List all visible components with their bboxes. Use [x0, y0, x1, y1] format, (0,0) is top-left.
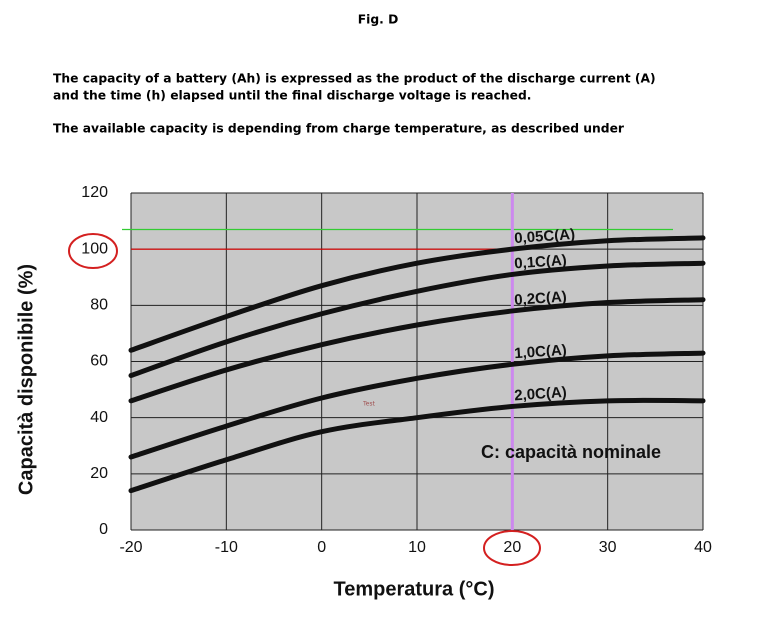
annotation: Test: [362, 401, 375, 408]
highlight-circle: [68, 233, 118, 269]
intro-line: The available capacity is depending from…: [53, 122, 625, 136]
figure-title: Fig. D: [358, 13, 399, 27]
y-tick-label: 80: [90, 297, 108, 314]
x-tick-label: 40: [694, 539, 712, 556]
y-tick-label: 100: [81, 240, 108, 257]
intro-line: and the time (h) elapsed until the final…: [53, 89, 531, 103]
x-tick-label: 20: [503, 539, 521, 556]
y-tick-label: 60: [90, 353, 108, 370]
series-label: 0,2C(A): [514, 288, 568, 309]
series-line: [128, 297, 706, 404]
plot: 0 20 40 60 80 100 120 -20 -10 0 10 20 30 40 Temperatur…: [15, 184, 712, 600]
series-line: [128, 350, 706, 460]
series-line: [128, 260, 706, 379]
y-tick-label: 40: [90, 409, 108, 426]
x-tick-label: -20: [119, 539, 142, 556]
annotation: C: capacità nominale: [481, 442, 661, 462]
series-label: 1,0C(A): [514, 342, 568, 363]
x-tick-label: 0: [317, 539, 326, 556]
series-line: [128, 235, 706, 353]
x-tick-label: 10: [408, 539, 426, 556]
y-tick-label: 120: [81, 184, 108, 201]
intro-line: The capacity of a battery (Ah) is expres…: [53, 72, 656, 86]
x-tick-label: 30: [599, 539, 617, 556]
highlight-circle: [483, 530, 541, 566]
x-tick-label: -10: [215, 539, 238, 556]
series-label: 0,1C(A): [514, 252, 568, 273]
series-label: 2,0C(A): [514, 384, 568, 405]
series-label: 0,05C(A): [514, 226, 576, 247]
y-tick-label: 20: [90, 465, 108, 482]
y-tick-label: 0: [99, 521, 108, 538]
y-axis-label: Capacità disponibile (%): [15, 264, 37, 495]
series-line: [128, 397, 706, 494]
x-axis-label: Temperatura (°C): [334, 578, 495, 600]
